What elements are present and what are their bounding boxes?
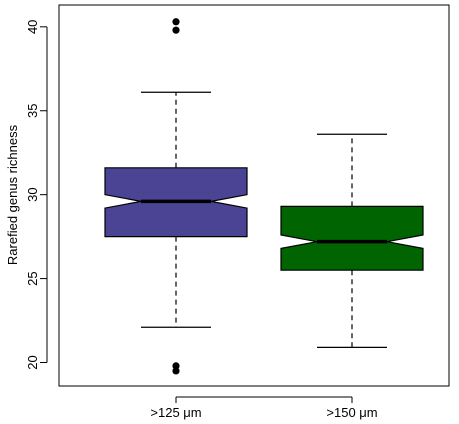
box-2	[280, 133, 424, 348]
y-tick-label-30: 30	[25, 187, 40, 201]
y-tick-label-40: 40	[25, 20, 40, 34]
x-axis: >125 μm >150 μm	[150, 396, 378, 420]
plot-frame	[58, 4, 450, 387]
outlier-point-2	[172, 26, 180, 34]
box-1	[104, 18, 248, 375]
y-axis: 20 25 30 35 40	[25, 20, 48, 370]
y-axis-title: Rarefied genus richness	[5, 124, 20, 265]
y-tick-label-20: 20	[25, 355, 40, 369]
y-tick-label-25: 25	[25, 271, 40, 285]
y-tick-label-35: 35	[25, 104, 40, 118]
x-tick-label-2: >150 μm	[326, 405, 377, 420]
notched-box	[280, 205, 424, 271]
outlier-point-1	[172, 18, 180, 26]
outlier-point-4	[172, 367, 180, 375]
outlier-point-3	[172, 362, 180, 370]
x-tick-label-1: >125 μm	[150, 405, 201, 420]
box-series	[104, 18, 424, 375]
